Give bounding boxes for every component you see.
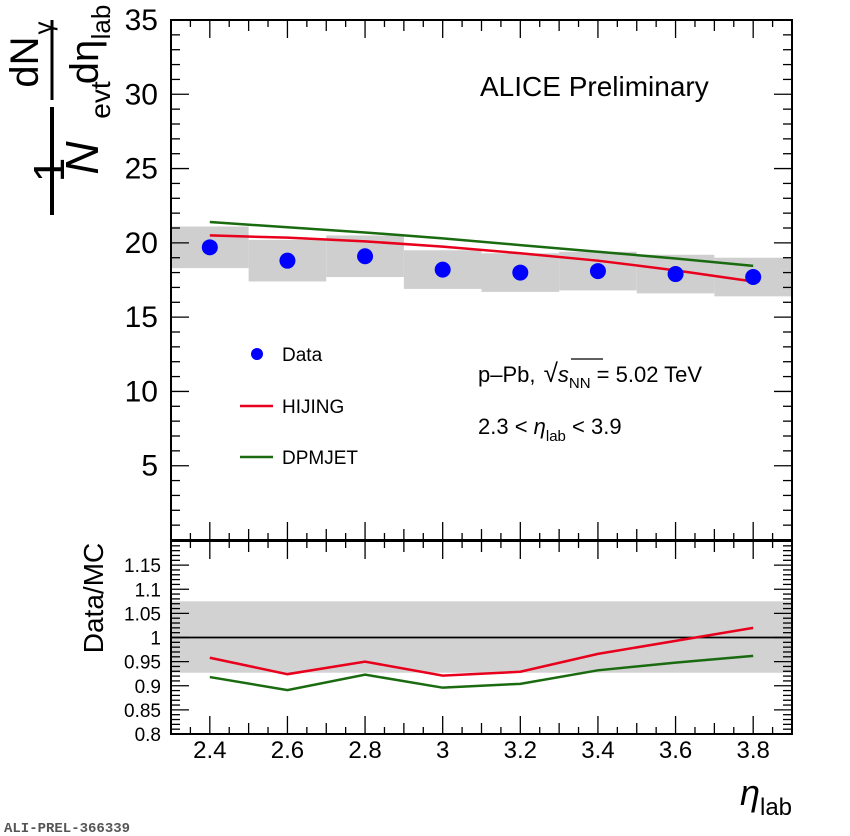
y-label-dN: dN [3, 36, 47, 87]
xtick-label: 3.6 [659, 737, 692, 764]
eta-symbol: η [534, 414, 546, 439]
x-axis-label-eta: η [740, 772, 760, 813]
legend-hijing-label: HIJING [282, 397, 344, 418]
bot-ytick-label: 0.95 [124, 653, 161, 674]
data-points [201, 239, 762, 286]
system-prefix: p–Pb, [478, 362, 542, 387]
ratio-line-dpmjet [209, 654, 754, 692]
data-point-4 [512, 264, 529, 281]
bot-ytick-label: 1.1 [135, 580, 161, 601]
range-high: < 3.9 [566, 414, 622, 439]
bot-ytick-label: 0.85 [124, 701, 161, 722]
top-ytick-label: 5 [141, 450, 158, 483]
bot-ytick-label: 1.15 [124, 556, 161, 577]
system-annotation: p–Pb, √sNN = 5.02 TeV 2.3 < ηlab < 3.9 [478, 358, 702, 445]
system-text: p–Pb, √sNN = 5.02 TeV [478, 358, 702, 392]
bot-ytick-label: 0.8 [135, 725, 161, 746]
bottom-axis-ticks [170, 540, 793, 735]
top-y-axis-label: 1 N evt dN γ dη lab [3, 5, 116, 215]
range-low: 2.3 < [478, 414, 534, 439]
top-model-lines [209, 220, 754, 283]
eta-range-text: 2.3 < ηlab < 3.9 [478, 414, 622, 445]
y-label-deta: dη [63, 40, 107, 85]
legend-data-label: Data [282, 345, 323, 366]
ratio-y-axis-label: Data/MC [78, 543, 109, 653]
x-axis-label: ηlab [740, 772, 792, 821]
energy-text: = 5.02 TeV [591, 362, 703, 387]
data-point-2 [357, 248, 374, 265]
top-ytick-label: 35 [125, 4, 158, 37]
xtick-label: 3 [436, 737, 449, 764]
ratio-line-hijing [209, 626, 754, 677]
xtick-label: 2.6 [271, 737, 304, 764]
data-point-1 [279, 252, 296, 269]
x-axis-label-sub: lab [760, 794, 792, 821]
top-y-tick-labels: 5 10 15 20 25 30 35 [125, 4, 158, 483]
y-label-N-sub: evt [85, 81, 116, 119]
alice-label: ALICE Preliminary [480, 71, 709, 102]
top-ytick-label: 15 [125, 301, 158, 334]
y-label-N: N [56, 141, 108, 175]
xtick-label: 3.8 [737, 737, 770, 764]
data-point-6 [667, 266, 684, 283]
s-subscript: NN [569, 375, 591, 392]
y-label-deta-sub: lab [86, 5, 116, 40]
top-ytick-label: 20 [125, 227, 158, 260]
data-point-0 [201, 239, 218, 256]
eta-subscript: lab [546, 428, 566, 445]
xtick-label: 3.4 [581, 737, 614, 764]
legend: Data HIJING DPMJET [240, 345, 358, 469]
bottom-plot-frame [170, 540, 793, 735]
xtick-label: 2.8 [348, 737, 381, 764]
top-ytick-label: 25 [125, 153, 158, 186]
line-dpmjet [209, 220, 754, 268]
legend-dpmjet-label: DPMJET [282, 448, 358, 469]
xtick-label: 3.2 [504, 737, 537, 764]
ratio-lines [209, 626, 754, 692]
top-ytick-label: 30 [125, 78, 158, 111]
xtick-label: 2.4 [193, 737, 226, 764]
bot-ytick-label: 1.05 [124, 604, 161, 625]
data-point-7 [745, 269, 762, 286]
legend-data-marker [251, 348, 263, 360]
footer-id: ALI-PREL-366339 [4, 821, 130, 836]
s-symbol: s [558, 362, 569, 387]
top-ytick-label: 10 [125, 375, 158, 408]
sqrt-symbol: √ [544, 358, 559, 388]
x-tick-labels: 2.4 2.6 2.8 3 3.2 3.4 3.6 3.8 [193, 737, 770, 764]
data-point-3 [434, 261, 451, 278]
line-hijing [209, 234, 754, 283]
bottom-y-tick-labels: 0.8 0.85 0.9 0.95 1 1.05 1.1 1.15 [124, 556, 161, 746]
bot-ytick-label: 0.9 [135, 677, 161, 698]
y-label-one: 1 [25, 158, 74, 182]
bot-ytick-label: 1 [150, 629, 161, 650]
data-point-5 [589, 263, 606, 280]
